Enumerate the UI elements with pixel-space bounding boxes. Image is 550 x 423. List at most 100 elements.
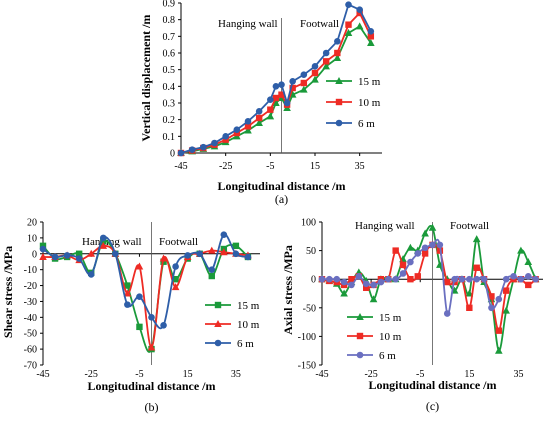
data-point xyxy=(172,276,179,283)
data-point xyxy=(255,108,263,115)
legend-label: 10 m xyxy=(379,331,402,343)
data-point xyxy=(244,126,252,134)
data-point xyxy=(406,243,415,251)
data-point xyxy=(272,83,280,90)
data-point xyxy=(345,1,352,8)
data-point xyxy=(488,304,495,312)
data-point xyxy=(272,99,280,106)
legend-label: 15 m xyxy=(358,76,381,88)
y-tick-label: 10 xyxy=(27,233,37,244)
data-point xyxy=(87,249,96,257)
y-tick-label: 100 xyxy=(301,218,316,229)
data-point xyxy=(334,38,341,45)
data-point xyxy=(333,54,342,61)
y-tick-label: 50 xyxy=(306,246,316,257)
data-point xyxy=(334,49,341,57)
legend-label: 15 m xyxy=(237,300,260,312)
data-point xyxy=(272,94,280,102)
y-tick-label: -40 xyxy=(24,313,37,324)
x-tick-label: -5 xyxy=(135,369,143,380)
data-point xyxy=(392,275,399,283)
data-point xyxy=(465,289,474,297)
data-point xyxy=(196,250,204,258)
y-tick-label: -30 xyxy=(24,297,37,308)
region-label-footwall: Footwall xyxy=(159,236,198,248)
data-point xyxy=(355,22,364,30)
x-tick-label: 35 xyxy=(513,369,523,380)
data-point xyxy=(136,293,143,300)
data-point xyxy=(136,323,143,331)
data-point xyxy=(495,295,503,303)
legend-marker xyxy=(335,98,343,106)
data-point xyxy=(367,33,375,40)
y-tick-label: 0.9 xyxy=(163,0,176,10)
y-tick-label: 0.5 xyxy=(163,65,176,76)
data-point xyxy=(200,143,207,151)
data-point xyxy=(124,282,131,289)
data-point xyxy=(443,310,451,317)
panel-label: (b) xyxy=(145,400,159,414)
data-point xyxy=(348,276,355,283)
data-point xyxy=(232,242,240,250)
data-point xyxy=(421,229,429,237)
x-tick-label: -45 xyxy=(315,369,328,380)
legend-marker xyxy=(335,77,343,84)
legend-marker xyxy=(356,313,364,320)
data-point xyxy=(278,91,285,98)
x-axis-label: Longitudinal distance /m xyxy=(217,179,345,193)
data-point xyxy=(348,281,355,289)
y-axis-label: Vertical displacement /m xyxy=(139,15,153,142)
data-point xyxy=(220,231,228,239)
data-point xyxy=(510,273,517,280)
data-point xyxy=(356,6,363,13)
y-axis-label: Axial stress /MPa xyxy=(281,245,295,335)
data-point xyxy=(473,264,480,271)
legend-marker xyxy=(214,301,222,309)
data-point xyxy=(502,306,510,314)
data-point xyxy=(244,253,252,261)
legend-label: 15 m xyxy=(379,312,402,324)
data-point xyxy=(333,275,341,283)
data-point xyxy=(311,69,319,77)
data-point xyxy=(300,79,308,87)
y-tick-label: -100 xyxy=(298,332,316,343)
data-point xyxy=(188,146,196,153)
data-point xyxy=(300,71,308,78)
data-point xyxy=(472,235,481,243)
data-point xyxy=(75,255,83,262)
data-point xyxy=(51,253,59,261)
panel-label: (a) xyxy=(275,192,288,206)
legend-label: 6 m xyxy=(379,350,396,362)
data-point xyxy=(318,275,326,283)
region-label-footwall: Footwall xyxy=(450,220,489,232)
region-label-footwall: Footwall xyxy=(300,18,339,30)
legend-marker xyxy=(335,119,343,127)
y-tick-label: -20 xyxy=(24,281,37,292)
data-point xyxy=(233,129,241,137)
data-point xyxy=(232,250,240,258)
y-tick-label: 0 xyxy=(311,275,316,286)
data-point xyxy=(428,223,437,231)
x-tick-label: -25 xyxy=(219,161,232,172)
data-point xyxy=(322,58,330,65)
data-point xyxy=(123,289,132,297)
data-point xyxy=(99,234,107,242)
data-point xyxy=(147,343,156,351)
data-point xyxy=(39,252,47,260)
data-point xyxy=(502,287,510,294)
data-point xyxy=(363,284,370,291)
data-point xyxy=(75,250,83,257)
data-point xyxy=(414,250,422,257)
data-point xyxy=(211,139,218,147)
data-point xyxy=(135,262,144,270)
data-point xyxy=(385,275,392,283)
legend-marker xyxy=(356,351,364,359)
x-tick-label: 35 xyxy=(231,369,241,380)
data-point xyxy=(370,281,377,289)
data-point xyxy=(233,126,241,133)
data-point xyxy=(367,39,375,46)
y-tick-label: -150 xyxy=(298,361,316,372)
region-label-hanging-wall: Hanging wall xyxy=(218,18,278,30)
data-point xyxy=(407,258,414,266)
